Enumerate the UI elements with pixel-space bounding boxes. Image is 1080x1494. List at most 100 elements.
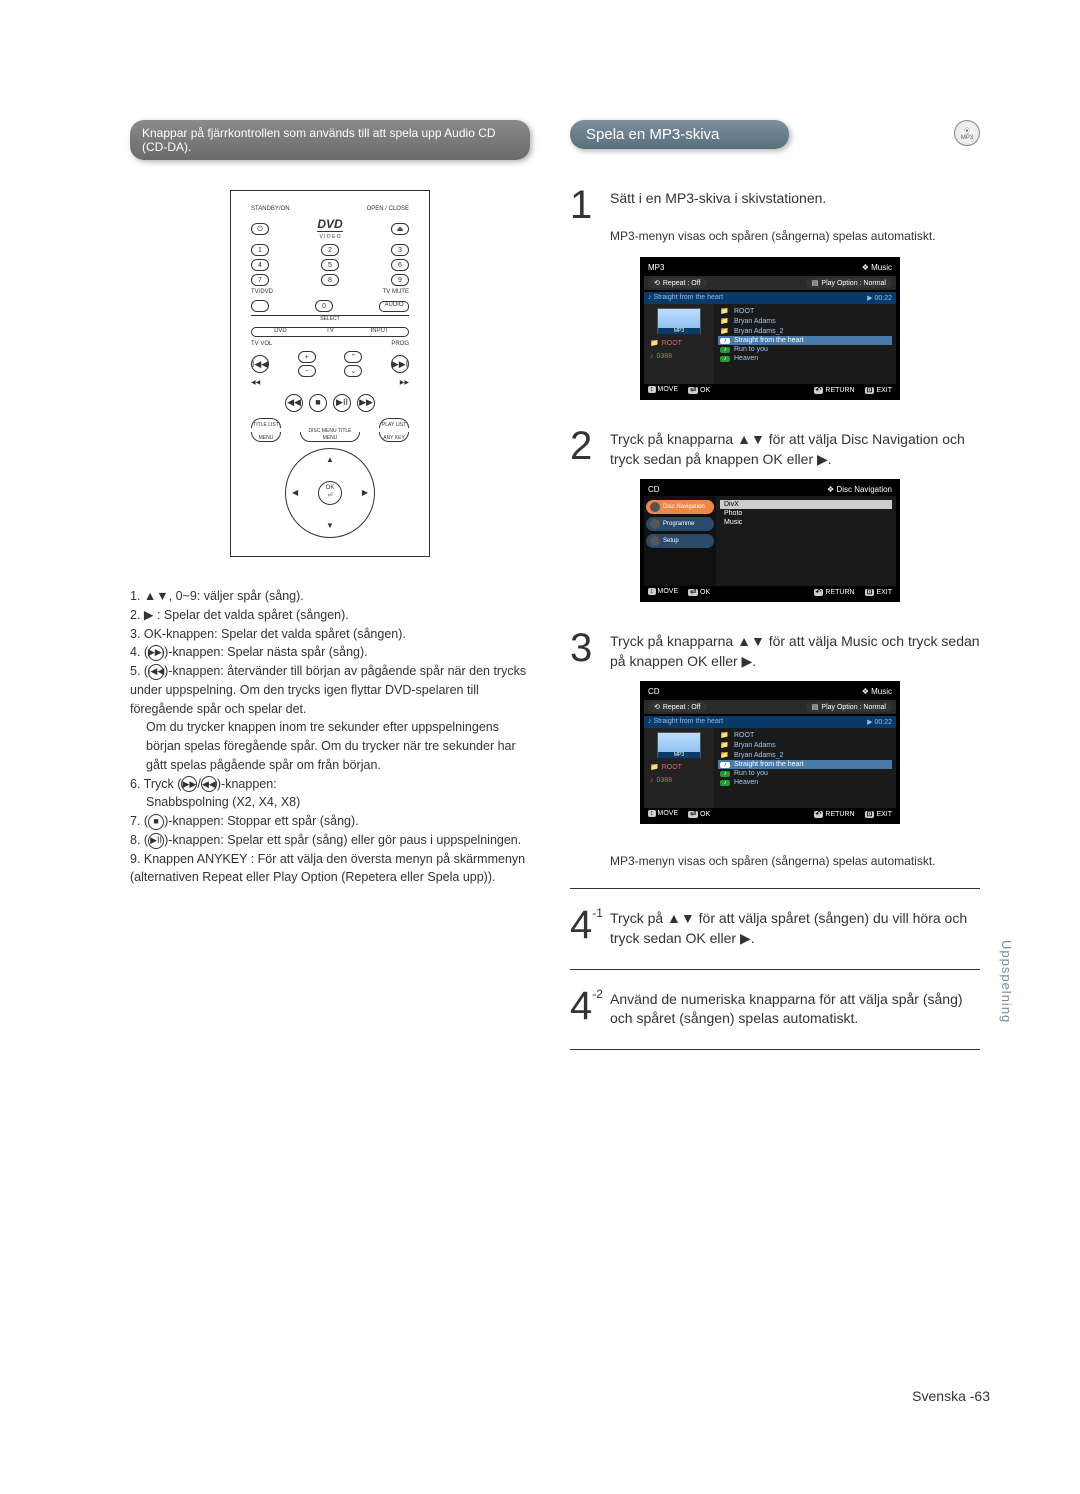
num-9: 9 bbox=[391, 274, 409, 286]
legend-6: 6. Tryck (▶▶/◀◀)-knappen: bbox=[130, 775, 530, 794]
stop-icon: ■ bbox=[148, 814, 164, 830]
footer-language: Svenska - bbox=[912, 1388, 974, 1404]
step-1-sub: MP3-menyn visas och spåren (sångerna) sp… bbox=[610, 229, 980, 243]
label-standby: STANDBY/ON bbox=[251, 206, 290, 214]
ok-button: OK⏎ bbox=[318, 481, 342, 505]
num-7: 7 bbox=[251, 274, 269, 286]
mp3-thumbnail-icon bbox=[657, 732, 701, 758]
list-item: ♪Straight from the heart bbox=[718, 336, 892, 345]
menu-option: Music bbox=[720, 518, 892, 527]
step-3-text: Tryck på knapparna ▲▼ för att välja Musi… bbox=[610, 632, 980, 671]
legend-5c: Om du trycker knappen inom tre sekunder … bbox=[130, 718, 530, 774]
step-1: 1 Sätt i en MP3-skiva i skivstationen. bbox=[570, 189, 980, 221]
step-2-number: 2 bbox=[570, 430, 606, 462]
remote-diagram: STANDBY/ON OPEN / CLOSE ⏻ DVD V I D E O … bbox=[230, 190, 430, 557]
step-4-1-text: Tryck på ▲▼ för att välja spåret (sången… bbox=[610, 909, 980, 948]
legend-3: 3. OK-knappen: Spelar det valda spåret (… bbox=[130, 625, 530, 644]
mp3-screen-1: MP3❖ Music ⟲Repeat : Off ▤Play Option : … bbox=[640, 257, 900, 400]
left-banner: Knappar på fjärrkontrollen som används t… bbox=[130, 120, 530, 160]
num-6: 6 bbox=[391, 259, 409, 271]
list-item: 📁Bryan Adams bbox=[718, 316, 892, 326]
step-2-text: Tryck på knapparna ▲▼ för att välja Disc… bbox=[610, 430, 980, 469]
mp3-badge-icon: ⦿MP3 bbox=[954, 120, 980, 146]
legend-7: 7. (■)-knappen: Stoppar ett spår (sång). bbox=[130, 812, 530, 831]
post-step-3-text: MP3-menyn visas och spåren (sångerna) sp… bbox=[610, 854, 980, 868]
step-4-2-text: Använd de numeriska knapparna för att vä… bbox=[610, 990, 980, 1029]
menu-option: Photo bbox=[720, 509, 892, 518]
list-item: 📁ROOT bbox=[718, 730, 892, 740]
step-2: 2 Tryck på knapparna ▲▼ för att välja Di… bbox=[570, 430, 980, 469]
cd-nav-screen: CD❖ Disc Navigation Disc NavigationProgr… bbox=[640, 479, 900, 602]
list-item: ♪Run to you bbox=[718, 769, 892, 778]
eject-button: ⏏ bbox=[391, 223, 409, 235]
standby-button: ⏻ bbox=[251, 223, 269, 235]
page-footer: Svenska -63 bbox=[912, 1388, 990, 1404]
mp3-thumbnail-icon bbox=[657, 308, 701, 334]
label-select: SELECT bbox=[251, 315, 409, 323]
list-item: 📁ROOT bbox=[646, 338, 712, 348]
legend-2: 2. ▶ : Spelar det valda spåret (sången). bbox=[130, 606, 530, 625]
vol-down: − bbox=[298, 365, 316, 377]
anykey-button: ANY KEY bbox=[379, 432, 409, 442]
list-item: 📁ROOT bbox=[718, 306, 892, 316]
menu-button: Setup bbox=[646, 534, 714, 548]
list-item: ♪Heaven bbox=[718, 778, 892, 787]
num-3: 3 bbox=[391, 244, 409, 256]
list-item: ♪0388 bbox=[646, 776, 712, 785]
dvd-logo: DVD V I D E O bbox=[317, 217, 342, 242]
rw-icon: ◀◀ bbox=[201, 776, 217, 792]
prev-icon: I◀◀ bbox=[148, 664, 164, 680]
source-select: DVD TV INPUT bbox=[251, 327, 409, 337]
side-tab-label: Uppspelning bbox=[999, 940, 1014, 1023]
separator bbox=[570, 888, 980, 889]
legend-1: 1. ▲▼, 0~9: väljer spår (sång). bbox=[130, 587, 530, 606]
play-list-button: PLAY LIST bbox=[379, 418, 409, 428]
num-1: 1 bbox=[251, 244, 269, 256]
legend-6c: Snabbspolning (X2, X4, X8) bbox=[130, 793, 530, 812]
list-item: 📁Bryan Adams_2 bbox=[718, 750, 892, 760]
prev-track-button: I◀◀ bbox=[251, 355, 269, 373]
list-item: 📁ROOT bbox=[646, 762, 712, 772]
menu-button: Disc Navigation bbox=[646, 500, 714, 514]
cd-music-screen: CD❖ Music ⟲Repeat : Off ▤Play Option : N… bbox=[640, 681, 900, 824]
num-0: 0 bbox=[315, 300, 333, 312]
left-column: Knappar på fjärrkontrollen som används t… bbox=[130, 120, 530, 1070]
right-banner: Spela en MP3-skiva bbox=[570, 120, 789, 149]
list-item: ♪0388 bbox=[646, 352, 712, 361]
remote-legend: 1. ▲▼, 0~9: väljer spår (sång). 2. ▶ : S… bbox=[130, 587, 530, 887]
play-pause-button: ▶II bbox=[333, 394, 351, 412]
step-4-1-number: 4-1 bbox=[570, 909, 606, 941]
separator bbox=[570, 969, 980, 970]
menu-option: DivX bbox=[720, 500, 892, 509]
audio-button: AUDIO bbox=[379, 301, 409, 312]
stop-button: ■ bbox=[309, 394, 327, 412]
play-pause-icon: ▶II bbox=[148, 833, 164, 849]
step-3-number: 3 bbox=[570, 632, 606, 664]
num-4: 4 bbox=[251, 259, 269, 271]
next-track-button: ▶▶I bbox=[391, 355, 409, 373]
footer-page-number: 63 bbox=[974, 1388, 990, 1404]
vol-up: + bbox=[298, 351, 316, 363]
dpad: ◀ OK⏎ ▶ bbox=[285, 448, 375, 538]
forward-button: ▶▶ bbox=[357, 394, 375, 412]
label-tvvol: TV VOL bbox=[251, 341, 272, 349]
label-tvmute: TV MUTE bbox=[383, 289, 409, 297]
legend-4: 4. (▶▶I)-knappen: Spelar nästa spår (sån… bbox=[130, 643, 530, 662]
prog-up: ⌃ bbox=[344, 351, 362, 363]
right-column: Spela en MP3-skiva ⦿MP3 1 Sätt i en MP3-… bbox=[570, 120, 980, 1070]
list-item: 📁Bryan Adams bbox=[718, 740, 892, 750]
list-item: ♪Heaven bbox=[718, 354, 892, 363]
legend-5: 5. (I◀◀)-knappen: återvänder till början… bbox=[130, 662, 530, 718]
label-open-close: OPEN / CLOSE bbox=[367, 206, 409, 214]
legend-8: 8. (▶II)-knappen: Spelar ett spår (sång)… bbox=[130, 831, 530, 850]
ff-icon: ▶▶ bbox=[181, 776, 197, 792]
rewind-button: ◀◀ bbox=[285, 394, 303, 412]
label-prog: PROG bbox=[391, 341, 409, 349]
step-4-1: 4-1 Tryck på ▲▼ för att välja spåret (så… bbox=[570, 909, 980, 948]
list-item: ♪Run to you bbox=[718, 345, 892, 354]
step-1-title: Sätt i en MP3-skiva i skivstationen. bbox=[610, 189, 980, 209]
disc-menu-button: DISC MENU TITLE MENU bbox=[300, 432, 360, 442]
next-icon: ▶▶I bbox=[148, 645, 164, 661]
num-5: 5 bbox=[321, 259, 339, 271]
num-8: 8 bbox=[321, 274, 339, 286]
